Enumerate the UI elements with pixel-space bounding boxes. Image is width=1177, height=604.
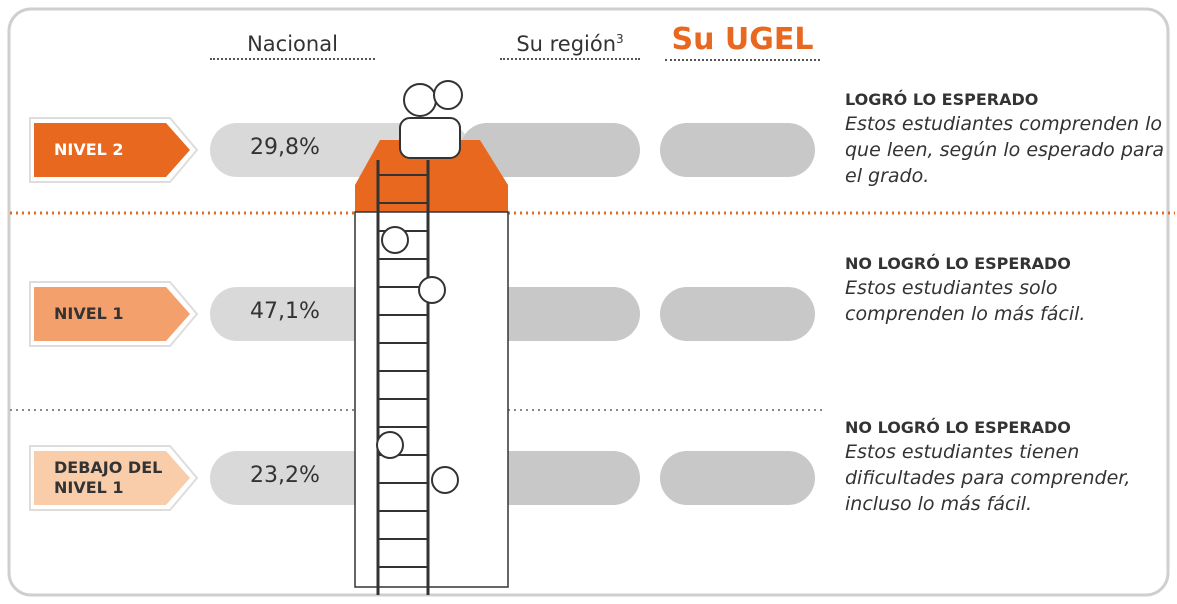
ugel-pill [660, 123, 815, 177]
nacional-value: 23,2% [250, 463, 320, 488]
frame [7, 7, 1170, 597]
description-text: Estos estudiantes comprenden lo que leen… [845, 113, 1165, 187]
column-label: Su región [516, 32, 617, 56]
level-tag-fill [34, 123, 190, 177]
child [376, 431, 404, 459]
column-label: Nacional [247, 32, 338, 56]
level-title: NO LOGRÓ LO ESPERADO [845, 418, 1071, 437]
child [433, 80, 463, 110]
level-title: LOGRÓ LO ESPERADO [845, 90, 1039, 109]
ugel-pill [660, 287, 815, 341]
level-tag-fill [34, 451, 190, 505]
child [403, 83, 437, 117]
child [431, 466, 459, 494]
column-header: Su UGEL [665, 22, 820, 61]
level-label: NIVEL 1 [54, 304, 124, 323]
child [381, 226, 409, 254]
level-label: NIVEL 2 [54, 140, 124, 159]
level-description: NO LOGRÓ LO ESPERADO Estos estudiantes so… [845, 254, 1177, 327]
description-text: Estos estudiantes solo comprenden lo más… [845, 277, 1086, 325]
child [399, 117, 461, 159]
level-tag-fill [34, 287, 190, 341]
region-pill [460, 123, 640, 177]
level-label: DEBAJO DEL NIVEL 1 [54, 458, 163, 497]
column-header: Su región3 [500, 32, 640, 60]
column-label: Su UGEL [671, 22, 814, 57]
roof [355, 140, 508, 212]
nacional-value: 29,8% [250, 135, 320, 160]
level-title: NO LOGRÓ LO ESPERADO [845, 254, 1071, 273]
footnote: 3 [616, 32, 624, 46]
level-description: NO LOGRÓ LO ESPERADO Estos estudiantes ti… [845, 418, 1177, 517]
nacional-value: 47,1% [250, 299, 320, 324]
level-description: LOGRÓ LO ESPERADO Estos estudiantes compr… [845, 90, 1177, 189]
pills [29, 117, 815, 511]
description-text: Estos estudiantes tienen dificultades pa… [845, 441, 1131, 515]
ugel-pill [660, 451, 815, 505]
ladder-illustration [354, 80, 509, 595]
column-header: Nacional [210, 32, 375, 60]
child [418, 276, 446, 304]
